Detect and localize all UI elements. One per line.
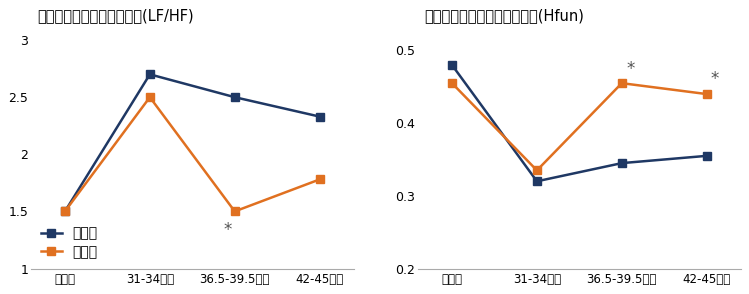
対照群 [315,115,324,118]
対照群 [447,63,456,67]
試験群 [61,210,70,213]
対照群 [617,161,626,165]
Line: 対照群: 対照群 [448,61,711,185]
対照群 [703,154,712,158]
試験群 [315,178,324,181]
試験群 [703,92,712,96]
Text: 計算課題後の副交感神経活動(Hfun): 計算課題後の副交感神経活動(Hfun) [425,8,584,23]
Text: *: * [626,60,634,78]
Line: 試験群: 試験群 [448,79,711,174]
試験群 [230,210,239,213]
Text: *: * [224,220,232,238]
試験群 [533,169,542,172]
対照群 [61,210,70,213]
試験群 [447,81,456,85]
Line: 対照群: 対照群 [61,71,324,215]
試験群 [617,81,626,85]
試験群 [145,96,154,99]
Text: 計算課題後の交感神経活動(LF/HF): 計算課題後の交感神経活動(LF/HF) [37,8,194,23]
Text: *: * [711,70,719,88]
対照群 [230,96,239,99]
対照群 [145,73,154,76]
Line: 試験群: 試験群 [61,93,324,215]
Legend: 対照群, 試験群: 対照群, 試験群 [38,224,100,262]
対照群 [533,180,542,183]
